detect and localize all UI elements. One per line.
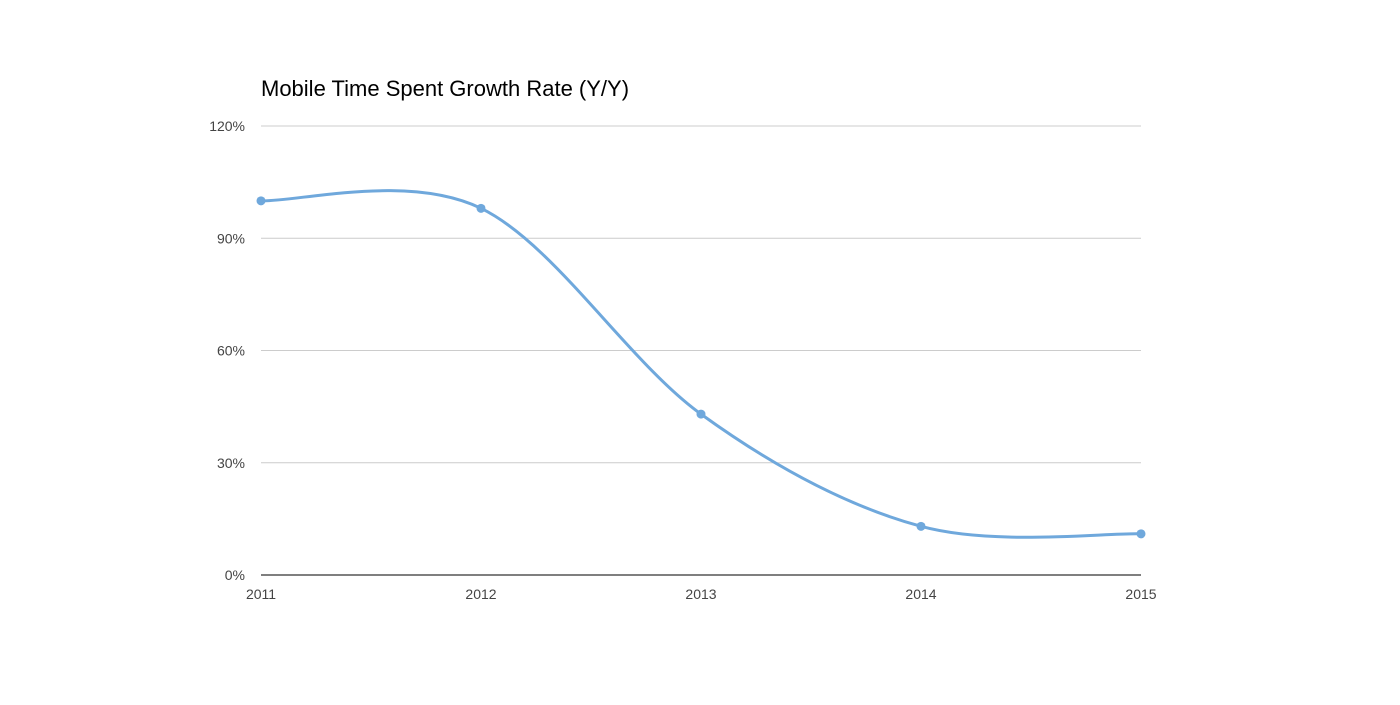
x-tick-label: 2012	[465, 586, 496, 602]
chart-title: Mobile Time Spent Growth Rate (Y/Y)	[261, 76, 630, 101]
y-tick-label: 90%	[217, 230, 245, 246]
x-tick-label: 2014	[905, 586, 936, 602]
data-point	[476, 203, 486, 213]
data-point	[696, 409, 706, 419]
x-tick-label: 2015	[1125, 586, 1156, 602]
data-point	[916, 521, 926, 531]
x-tick-label: 2013	[685, 586, 716, 602]
y-tick-label: 0%	[225, 567, 245, 583]
y-tick-label: 120%	[209, 118, 245, 134]
y-tick-label: 60%	[217, 343, 245, 359]
x-tick-label: 2011	[246, 586, 276, 602]
data-point	[256, 196, 266, 206]
data-point	[1136, 529, 1146, 539]
y-tick-label: 30%	[217, 455, 245, 471]
series-line	[259, 189, 1143, 539]
